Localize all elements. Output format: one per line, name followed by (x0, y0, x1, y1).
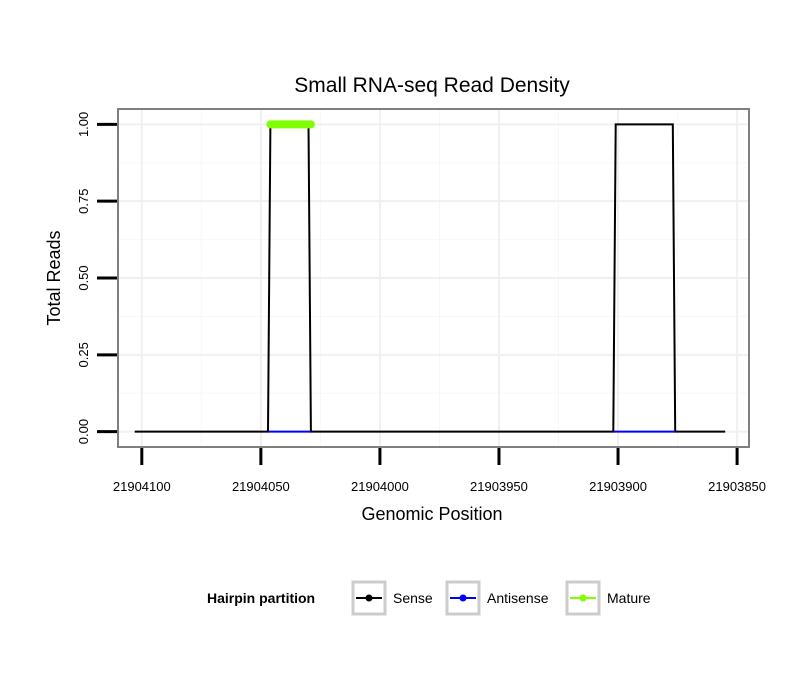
plot-border (117, 108, 750, 448)
x-tick-label: 21903950 (470, 479, 528, 494)
y-tick-label: 0.25 (76, 342, 91, 367)
legend-label-sense: Sense (393, 590, 433, 606)
series-layer (134, 120, 726, 433)
legend: Hairpin partition Sense Antisense Mature (207, 580, 651, 616)
legend-label-antisense: Antisense (487, 590, 549, 606)
chart-title: Small RNA-seq Read Density (294, 74, 570, 97)
x-axis: 21904100 21904050 21904000 21903950 21903900… (113, 448, 766, 494)
legend-key-dot (365, 594, 373, 602)
y-tick-label: 1.00 (76, 112, 91, 137)
x-tick-label: 21903850 (708, 479, 766, 494)
x-tick-label: 21903900 (589, 479, 647, 494)
legend-key-dot (459, 594, 467, 602)
y-tick-label: 0.75 (76, 189, 91, 214)
legend-title: Hairpin partition (207, 590, 315, 606)
x-axis-title: Genomic Position (361, 504, 502, 524)
legend-label-mature: Mature (607, 590, 651, 606)
y-axis: 0.00 0.25 0.50 0.75 1.00 (76, 112, 117, 444)
y-tick-label: 0.00 (76, 419, 91, 444)
series-line-sense (134, 123, 726, 433)
x-tick-label: 21904000 (351, 479, 409, 494)
y-axis-title: Total Reads (44, 230, 64, 325)
x-tick-label: 21904100 (113, 479, 171, 494)
x-tick-label: 21904050 (232, 479, 290, 494)
y-tick-label: 0.50 (76, 265, 91, 290)
legend-key-dot (579, 594, 587, 602)
